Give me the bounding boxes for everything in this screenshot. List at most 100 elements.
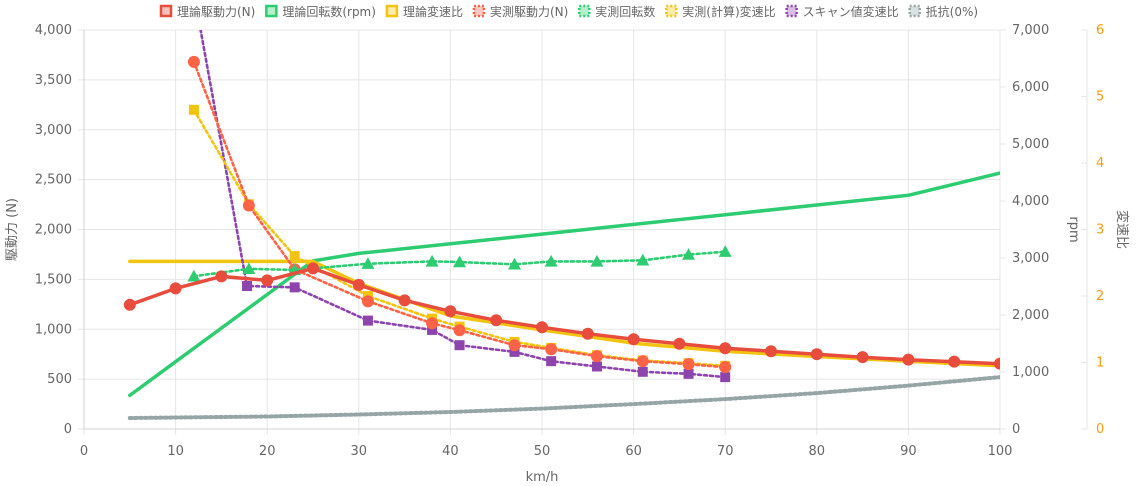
y-tick-label-rpm: 6,000 [1012, 80, 1049, 95]
legend-swatch [265, 4, 278, 18]
legend-item-4[interactable]: 実測回転数 [578, 4, 655, 19]
legend-item-0[interactable]: 理論駆動力(N) [159, 4, 255, 19]
x-tick-label: 100 [988, 444, 1013, 459]
legend-label: 実測(計算)変速比 [682, 4, 775, 19]
y-tick-label-rpm: 0 [1012, 422, 1020, 437]
series-6-point [509, 346, 520, 357]
x-tick-label: 80 [809, 444, 826, 459]
series-4-point [425, 254, 439, 267]
legend-label: 抵抗(0%) [926, 4, 978, 19]
legend-item-1[interactable]: 理論回転数(rpm) [265, 4, 376, 19]
legend-label: 理論回転数(rpm) [282, 4, 376, 19]
series-6-point [362, 315, 373, 326]
y-axis-title-rpm: rpm [1066, 216, 1081, 242]
series-0-point [261, 274, 274, 287]
y-tick-label-rpm: 1,000 [1012, 365, 1049, 380]
series-0-point [352, 278, 365, 291]
legend-swatch [908, 4, 921, 18]
legend-swatch [665, 4, 678, 18]
y-tick-label-rpm: 3,000 [1012, 251, 1049, 266]
axes: 05001,0001,5002,0002,5003,0003,5004,0000… [35, 23, 1105, 459]
legend-swatch [785, 4, 798, 18]
legend-item-2[interactable]: 理論変速比 [385, 4, 463, 19]
series-3-point [590, 350, 603, 363]
x-tick-label: 20 [259, 444, 276, 459]
series-5-point [188, 104, 199, 115]
series-3-point [426, 317, 439, 330]
series-0-point [673, 337, 686, 350]
series-3-point [242, 199, 255, 212]
x-tick-label: 90 [900, 444, 917, 459]
series-4-point [361, 257, 375, 269]
series-3-point [719, 361, 732, 374]
series-3-point [361, 295, 374, 308]
y-tick-label-force: 500 [47, 372, 72, 387]
series-0-point [215, 270, 228, 283]
y-tick-label-rpm: 4,000 [1012, 194, 1049, 209]
series-4-point [242, 262, 256, 275]
legend-label: 理論駆動力(N) [177, 4, 255, 19]
legend-label: 実測回転数 [595, 4, 655, 19]
series-0-point [719, 342, 732, 355]
legend-item-3[interactable]: 実測駆動力(N) [472, 4, 568, 19]
series-4 [187, 245, 732, 282]
series-4-point [636, 253, 650, 266]
legend[interactable]: 理論駆動力(N) 理論回転数(rpm) 理論変速比 実測駆動力(N) 実測回転数 実測(計… [159, 4, 978, 19]
series-6-point [683, 368, 694, 379]
y-tick-label-ratio: 6 [1096, 23, 1104, 38]
series-3-point [187, 55, 200, 68]
x-tick-label: 10 [167, 444, 184, 459]
series-7 [127, 375, 1000, 420]
y-tick-label-ratio: 5 [1096, 90, 1104, 105]
y-tick-label-force: 2,000 [35, 223, 72, 238]
series-4-point [682, 248, 696, 260]
series-6-point [591, 361, 602, 372]
series-6-point [194, 18, 204, 28]
y-tick-label-ratio: 4 [1096, 156, 1104, 171]
series-3-point [453, 324, 466, 337]
legend-item-7[interactable]: 抵抗(0%) [908, 4, 978, 19]
x-tick-label: 60 [625, 444, 642, 459]
series-0-point [398, 294, 411, 307]
y-axis-title-ratio: 変速比 [1114, 210, 1130, 249]
series-4-line [192, 250, 727, 278]
series-4-point [187, 269, 201, 282]
grid [83, 29, 1001, 430]
legend-item-5[interactable]: 実測(計算)変速比 [665, 4, 776, 19]
series-3-point [682, 358, 695, 371]
series-3-point [508, 339, 521, 352]
y-tick-label-force: 4,000 [35, 23, 72, 38]
series-3 [187, 55, 732, 374]
x-tick-label: 50 [534, 444, 551, 459]
series-4-point [590, 254, 604, 267]
y-tick-label-force: 1,000 [35, 322, 72, 337]
series-0-point [581, 327, 594, 340]
series-0 [123, 262, 1000, 370]
y-tick-label-rpm: 7,000 [1012, 23, 1049, 38]
series-3-point [545, 343, 558, 356]
y-tick-label-ratio: 2 [1096, 289, 1104, 304]
y-axis-title-force: 駆動力 (N) [5, 198, 20, 261]
series-5-point [289, 251, 300, 262]
series-0-point [307, 262, 319, 275]
series-6-point [637, 366, 648, 377]
y-tick-label-rpm: 5,000 [1012, 137, 1049, 152]
series-0-point [123, 298, 136, 311]
x-tick-label: 40 [442, 444, 459, 459]
y-tick-label-force: 1,500 [35, 272, 72, 287]
series-4-point [508, 257, 522, 270]
series-0-line [128, 266, 1000, 366]
series-4-point [544, 254, 558, 267]
series-0-point [536, 321, 548, 334]
legend-item-6[interactable]: スキャン値変速比 [785, 4, 899, 19]
plot-area [123, 18, 1000, 420]
series-0-point [490, 314, 503, 327]
series-0-point [948, 355, 961, 368]
series-6-point [242, 281, 253, 292]
series-0-point [994, 357, 1000, 370]
series-6-point [454, 340, 465, 351]
y-tick-label-force: 2,500 [35, 173, 72, 188]
series-0-point [856, 351, 869, 364]
series-0-point [444, 305, 457, 318]
